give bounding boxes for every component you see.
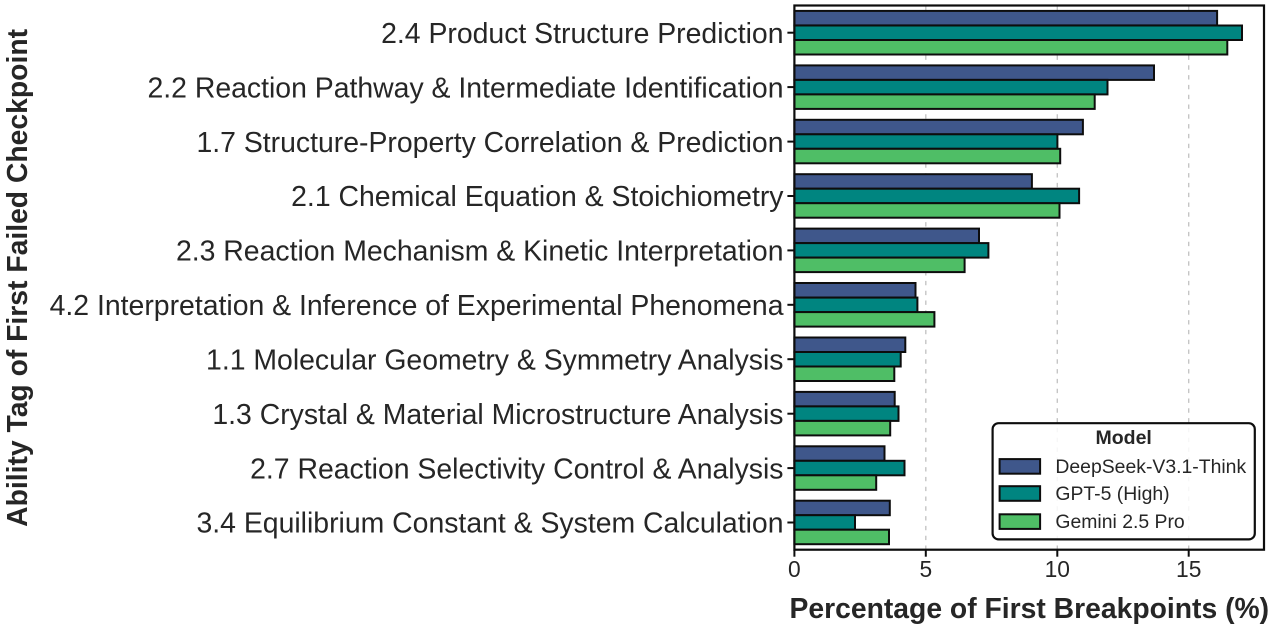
svg-text:0: 0 bbox=[788, 556, 801, 582]
svg-text:GPT-5 (High): GPT-5 (High) bbox=[1055, 483, 1169, 505]
svg-text:2.3 Reaction Mechanism & Kinet: 2.3 Reaction Mechanism & Kinetic Interpr… bbox=[176, 236, 784, 268]
svg-text:5: 5 bbox=[919, 556, 932, 582]
svg-text:10: 10 bbox=[1045, 556, 1070, 582]
svg-text:1.1 Molecular Geometry & Symme: 1.1 Molecular Geometry & Symmetry Analys… bbox=[206, 344, 783, 376]
svg-text:2.2 Reaction Pathway & Interme: 2.2 Reaction Pathway & Intermediate Iden… bbox=[147, 72, 783, 104]
svg-text:Gemini 2.5 Pro: Gemini 2.5 Pro bbox=[1055, 511, 1184, 533]
svg-text:Percentage of First Breakpoint: Percentage of First Breakpoints (%) bbox=[790, 592, 1270, 624]
svg-text:1.3 Crystal & Material Microst: 1.3 Crystal & Material Microstructure An… bbox=[212, 399, 783, 431]
svg-text:2.4 Product Structure Predicti: 2.4 Product Structure Prediction bbox=[381, 18, 783, 50]
svg-text:Ability Tag of First Failed Ch: Ability Tag of First Failed Checkpoint bbox=[1, 28, 33, 526]
svg-text:DeepSeek-V3.1-Think: DeepSeek-V3.1-Think bbox=[1055, 456, 1246, 478]
svg-text:2.7 Reaction Selectivity Contr: 2.7 Reaction Selectivity Control & Analy… bbox=[250, 453, 783, 485]
svg-text:2.1 Chemical Equation & Stoich: 2.1 Chemical Equation & Stoichiometry bbox=[291, 181, 784, 213]
svg-text:4.2 Interpretation & Inference: 4.2 Interpretation & Inference of Experi… bbox=[50, 290, 784, 322]
svg-text:1.7 Structure-Property Correla: 1.7 Structure-Property Correlation & Pre… bbox=[197, 127, 784, 159]
svg-text:Model: Model bbox=[1096, 427, 1152, 449]
svg-text:3.4 Equilibrium Constant & Sys: 3.4 Equilibrium Constant & System Calcul… bbox=[196, 508, 783, 540]
svg-text:15: 15 bbox=[1176, 556, 1201, 582]
